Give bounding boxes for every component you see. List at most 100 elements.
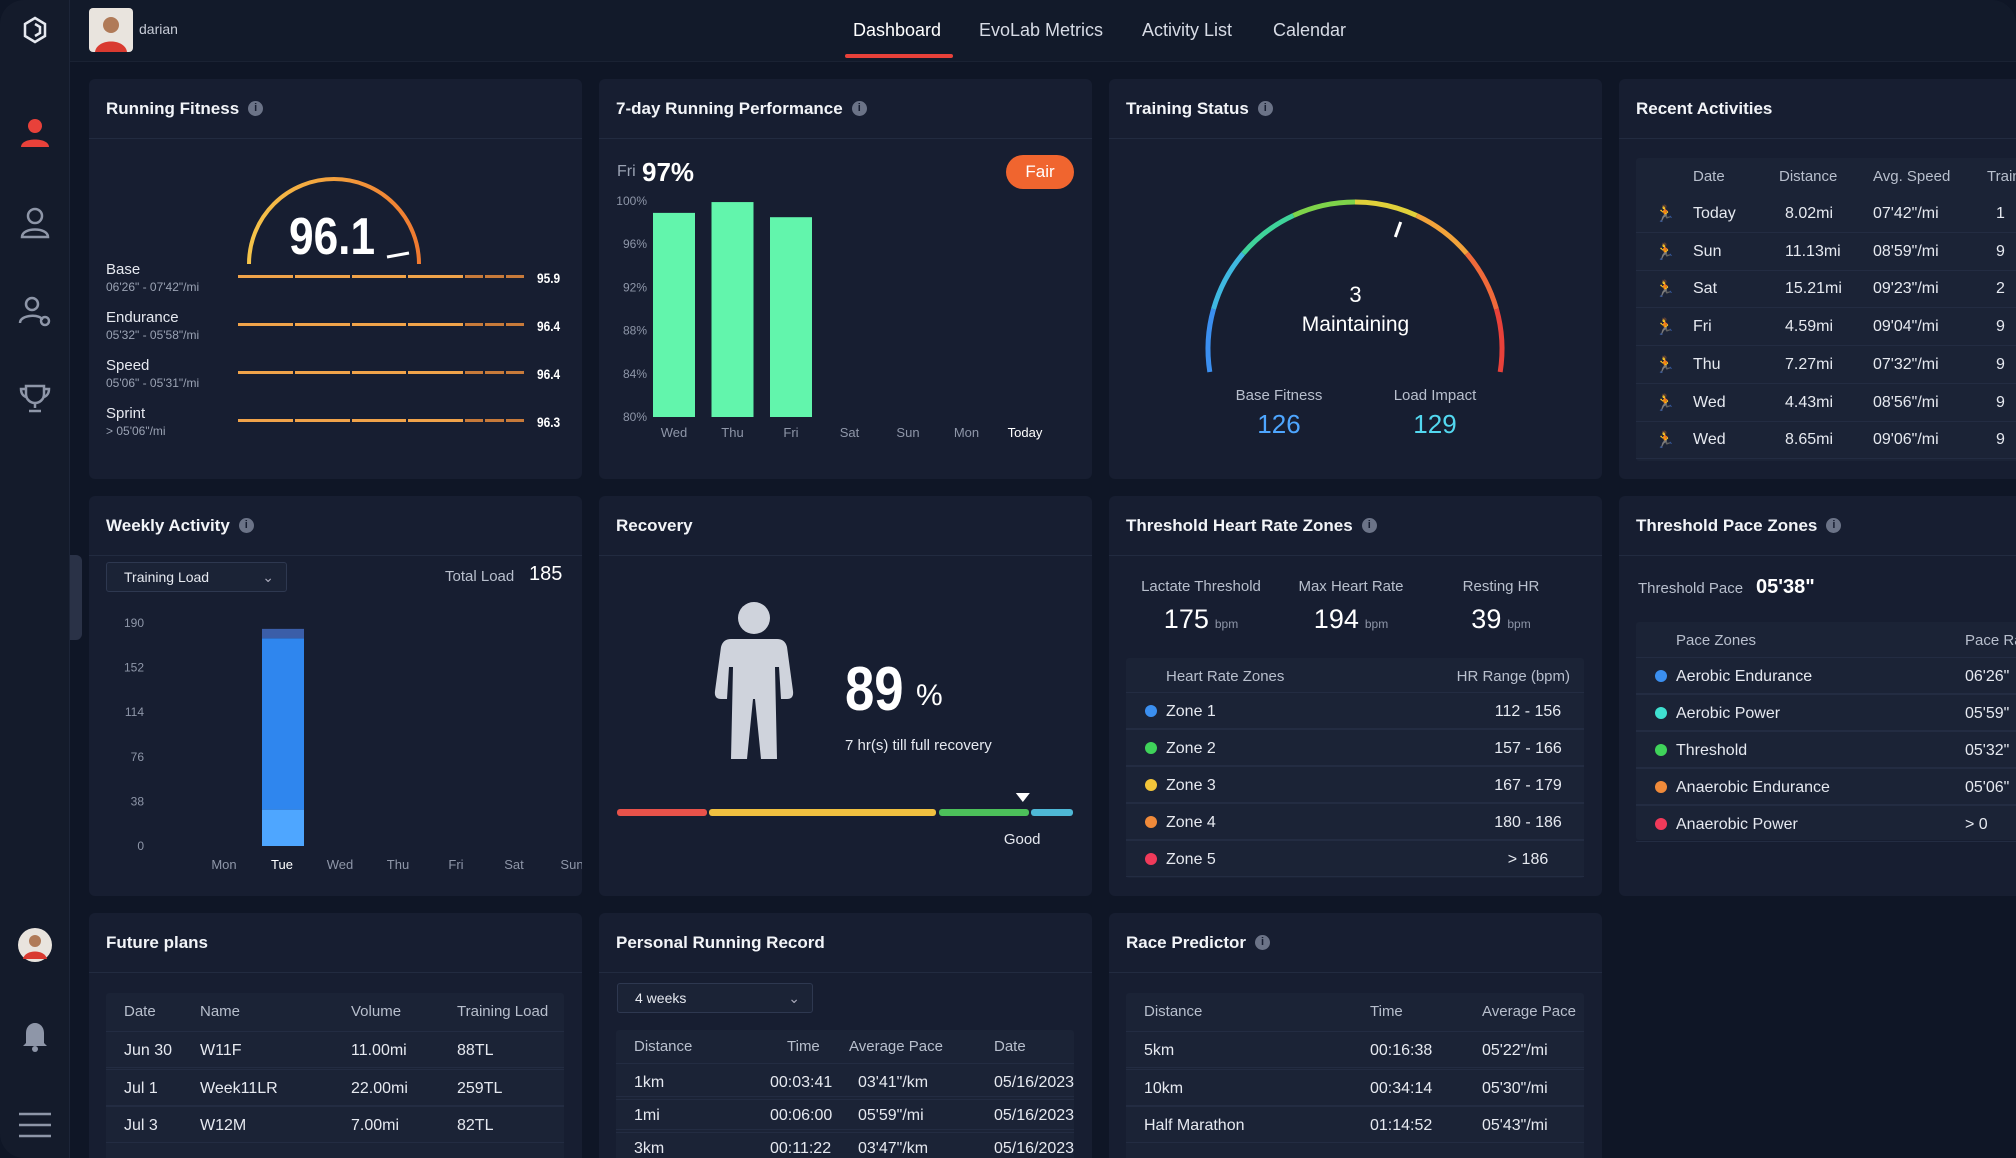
load-impact-value: 129 [1413, 409, 1457, 439]
bar-tue-cap[interactable] [262, 628, 304, 639]
table-row[interactable]: Threshold 05'32" [1636, 731, 2016, 768]
user-avatar[interactable] [89, 8, 133, 52]
table-row[interactable]: 3km 00:11:22 03'47"/km 05/16/2023 [616, 1129, 1074, 1158]
table-row[interactable]: 🏃 Thu 7.27mi 07'32"/mi 9 [1636, 346, 2016, 384]
cell: 9 [1996, 242, 2005, 260]
table-row[interactable]: Aerobic Endurance 06'26" [1636, 657, 2016, 694]
table-row[interactable]: 🏃 Sun 11.13mi 08'59"/mi 9 [1636, 233, 2016, 271]
logo-icon[interactable] [17, 12, 53, 48]
tab-dashboard[interactable]: Dashboard [853, 20, 942, 40]
trophy-icon[interactable] [17, 380, 53, 416]
table-row[interactable]: Jul 1 Week11LR 22.00mi 259TL [106, 1068, 564, 1106]
records-card: Personal Running Record 4 weeks ⌄ Distanc… [599, 913, 1092, 1158]
fitness-row-value: 96.4 [537, 318, 561, 334]
cell: Today [1693, 205, 1736, 222]
fitness-row-value: 95.9 [537, 270, 561, 286]
table-row[interactable]: Half Marathon 01:14:52 05'43"/mi [1126, 1106, 1584, 1144]
col-date: Date [1693, 168, 1725, 185]
info-icon[interactable]: i [1361, 518, 1377, 533]
recovery-segment [709, 809, 936, 816]
hr-stat-number: 194 [1313, 604, 1359, 634]
table-row[interactable]: Zone 2 157 - 166 [1126, 729, 1584, 766]
table-row[interactable]: 1mi 00:06:00 05'59"/mi 05/16/2023 [616, 1096, 1074, 1133]
info-icon[interactable]: i [1257, 101, 1273, 116]
table-row[interactable]: Jun 30 W11F 11.00mi 88TL [106, 1031, 564, 1068]
pace-zone-value: 06'26" [1965, 668, 2010, 685]
training-load-select[interactable]: Training Load ⌄ [106, 562, 287, 592]
coach-icon[interactable] [17, 205, 53, 241]
table-row[interactable]: 🏃 Wed 4.43mi 08'56"/mi 9 [1636, 384, 2016, 422]
cell: 1 [1996, 205, 2005, 222]
fitness-row-range: 05'32" - 05'58"/mi [106, 328, 200, 342]
table-row[interactable]: 🏃 Fri 4.59mi 09'04"/mi 9 [1636, 308, 2016, 347]
cell: 03'47"/km [858, 1140, 929, 1157]
bar-tue-low[interactable] [262, 809, 304, 846]
x-tick-label: Sat [840, 425, 860, 440]
performance-chart: 100% 96% 92% 88% 84% 80% Wed Thu Fri Sat Sun Mon Tod… [616, 194, 1043, 440]
select-value: 4 weeks [635, 990, 687, 1006]
table-row[interactable]: Anaerobic Endurance 05'06" [1636, 768, 2016, 805]
table-row[interactable]: 🏃 Sat 15.21mi 09'23"/mi 2 [1636, 270, 2016, 309]
col-date: Date [124, 1003, 156, 1020]
tab-activity-list[interactable]: Activity List [1142, 20, 1233, 40]
bar-wed[interactable] [653, 212, 695, 417]
table-row[interactable]: Jul 3 W12M 7.00mi 82TL [106, 1106, 564, 1144]
team-settings-icon[interactable] [17, 293, 53, 329]
cell: 22.00mi [351, 1079, 408, 1097]
table-row[interactable]: Aerobic Power 05'59" [1636, 694, 2016, 731]
menu-icon[interactable] [17, 1108, 53, 1144]
tab-calendar[interactable]: Calendar [1273, 20, 1347, 40]
chevron-down-icon: ⌄ [262, 569, 274, 585]
fitness-row-range: 06'26" - 07'42"/mi [106, 280, 200, 294]
col-pace-zones: Pace Zones [1676, 632, 1757, 649]
y-tick-label: 92% [623, 280, 647, 294]
table-row[interactable]: Zone 5 > 186 [1126, 840, 1584, 877]
info-icon[interactable]: i [238, 518, 254, 533]
profile-icon[interactable] [17, 115, 53, 151]
recovery-title: Recovery [616, 515, 693, 535]
hr-stat-label: Resting HR [1462, 578, 1540, 595]
info-icon[interactable]: i [248, 101, 264, 116]
zone-color-dot [1145, 705, 1157, 717]
zone-color-dot [1145, 816, 1157, 828]
info-icon[interactable]: i [851, 101, 867, 116]
table-row[interactable]: 🏃 Wed 8.65mi 09'06"/mi 9 [1636, 421, 2016, 460]
tab-evolab-metrics[interactable]: EvoLab Metrics [979, 20, 1104, 40]
active-tab-indicator [845, 54, 953, 58]
sidebar-collapse-handle[interactable] [70, 555, 82, 640]
y-tick-label: 114 [125, 705, 144, 719]
cell: 1mi [634, 1107, 660, 1124]
fitness-row-label: Endurance [106, 309, 179, 326]
table-row[interactable]: Zone 3 167 - 179 [1126, 766, 1584, 803]
bar-thu[interactable] [711, 202, 754, 417]
bell-icon[interactable] [17, 1017, 53, 1053]
table-row[interactable]: Zone 4 180 - 186 [1126, 803, 1584, 840]
gauge-segment [1464, 251, 1499, 310]
table-row[interactable]: 5km 00:16:38 05'22"/mi [1126, 1031, 1584, 1068]
fitness-row-label: Speed [106, 357, 150, 374]
running-fitness-title: Running Fitness [106, 98, 240, 118]
table-row[interactable]: 🏃 Today 8.02mi 07'42"/mi 1 [1636, 195, 2016, 233]
avatar[interactable] [17, 927, 53, 963]
info-icon[interactable]: i [1255, 935, 1270, 950]
period-select[interactable]: 4 weeks ⌄ [617, 983, 813, 1013]
info-icon[interactable]: i [1826, 518, 1842, 533]
training-status-title: Training Status [1126, 98, 1249, 118]
cell: Week11LR [200, 1079, 278, 1097]
bar-tue-high[interactable] [262, 638, 304, 810]
cell: 1km [634, 1074, 665, 1091]
bar-segment [465, 371, 484, 374]
bar-fri[interactable] [770, 217, 812, 417]
table-row[interactable]: 10km 00:34:14 05'30"/mi [1126, 1068, 1584, 1106]
table-row[interactable]: Zone 1 112 - 156 [1126, 692, 1584, 729]
run-icon: 🏃 [1655, 356, 1675, 374]
table-row[interactable]: Anaerobic Power > 0 [1636, 805, 2016, 842]
x-tick-label: Thu [387, 857, 409, 872]
zone-color-dot [1145, 779, 1157, 791]
cell: 259TL [457, 1079, 503, 1097]
cell: 00:16:38 [1370, 1042, 1433, 1059]
bar-segment [465, 419, 484, 422]
table-row[interactable]: 1km 00:03:41 03'41"/km 05/16/2023 [616, 1063, 1074, 1100]
load-impact-label: Load Impact [1393, 387, 1477, 404]
col-avg-speed: Avg. Speed [1873, 168, 1951, 185]
